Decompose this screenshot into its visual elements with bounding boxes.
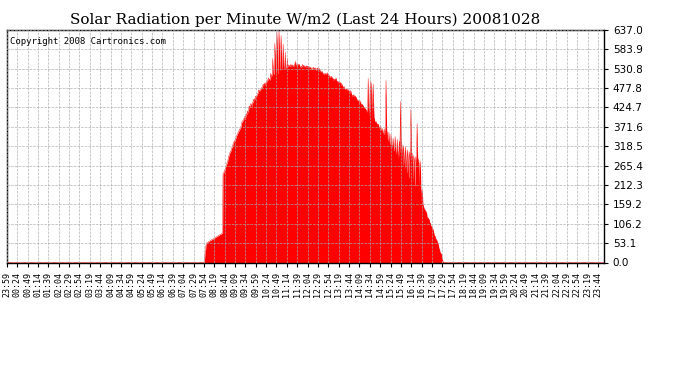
Text: Copyright 2008 Cartronics.com: Copyright 2008 Cartronics.com <box>10 37 166 46</box>
Title: Solar Radiation per Minute W/m2 (Last 24 Hours) 20081028: Solar Radiation per Minute W/m2 (Last 24… <box>70 13 540 27</box>
